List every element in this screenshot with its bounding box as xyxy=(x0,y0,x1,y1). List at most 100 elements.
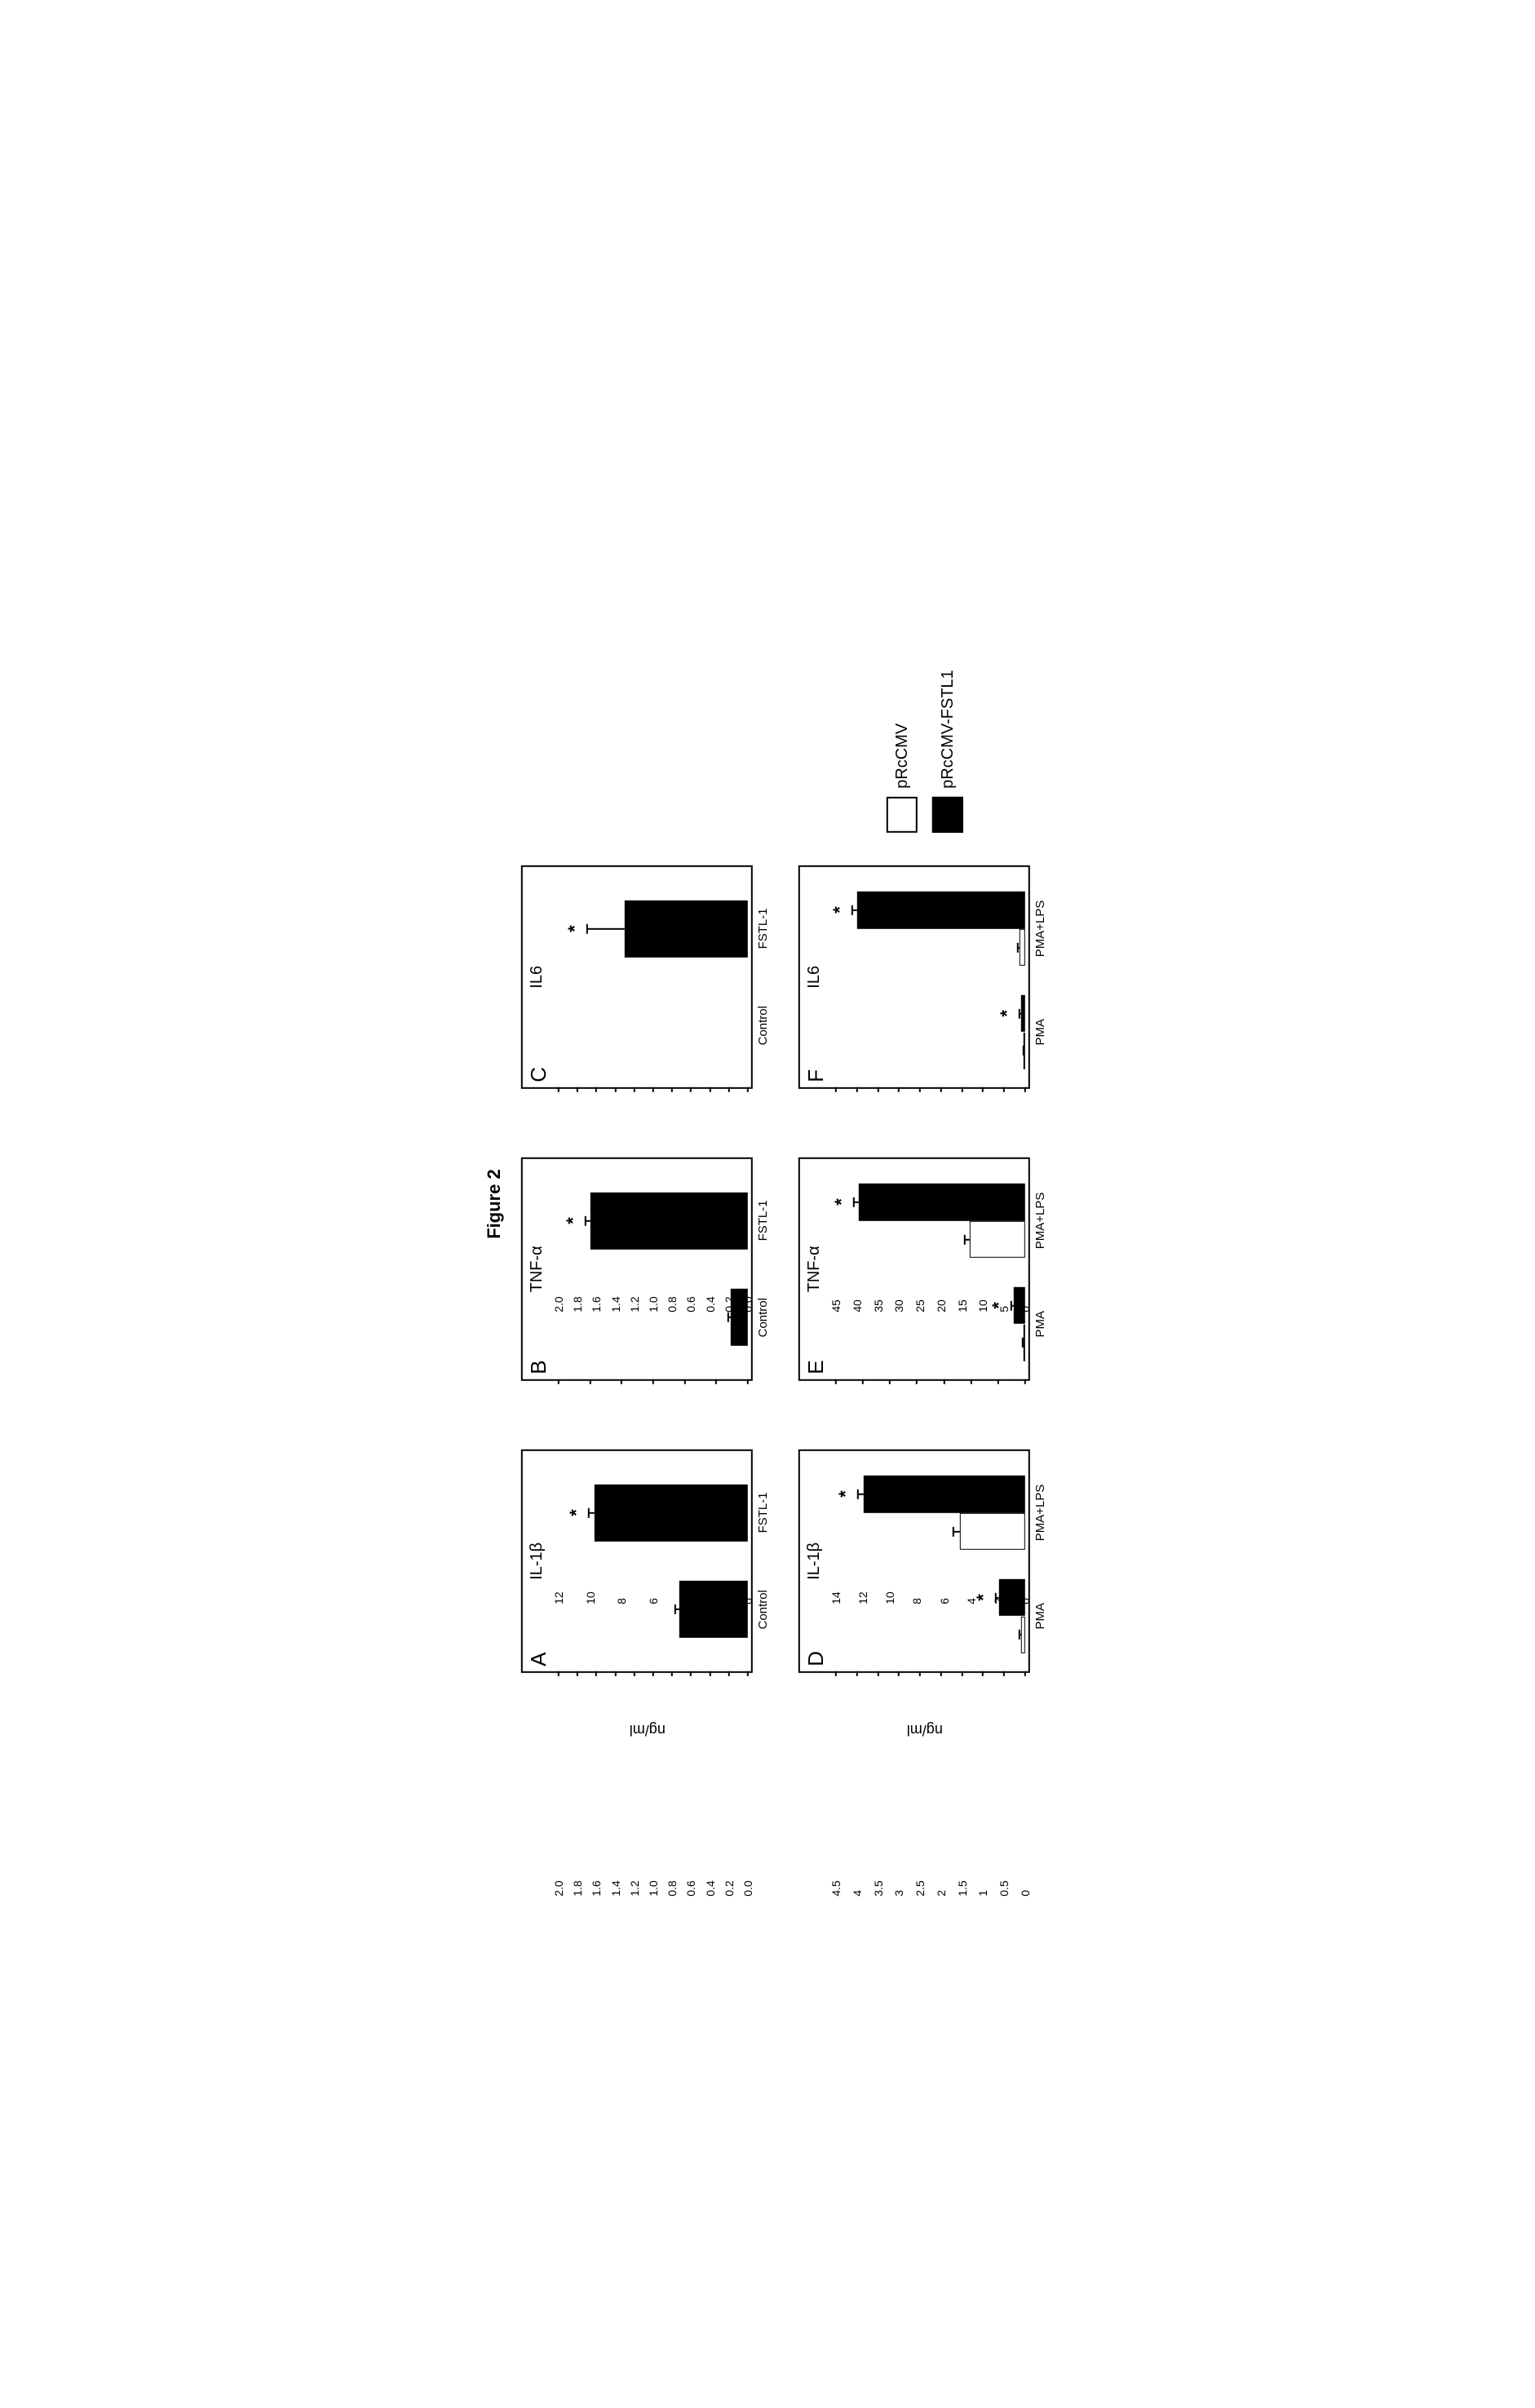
ytick xyxy=(671,1671,673,1676)
ytick xyxy=(998,1379,999,1384)
significance-star: * xyxy=(564,925,586,932)
ytick xyxy=(615,1671,617,1676)
ytick-label: 0.4 xyxy=(704,1678,717,1897)
chart-title: TNF-α xyxy=(805,1246,824,1292)
ytick-label: 0.6 xyxy=(684,1094,697,1312)
panel-letter: B xyxy=(526,1360,551,1374)
legend-label: pRcCMV xyxy=(893,724,912,789)
ytick-label: 0.6 xyxy=(684,1678,697,1897)
ytick xyxy=(878,1087,879,1092)
ytick-label: 2.0 xyxy=(552,1094,565,1312)
ytick-label: 10 xyxy=(584,1386,597,1605)
error-cap xyxy=(953,1526,954,1536)
error-cap xyxy=(852,905,853,914)
error-cap xyxy=(1011,1300,1012,1310)
ytick xyxy=(728,1087,730,1092)
ytick xyxy=(878,1671,879,1676)
ytick-label: 2.0 xyxy=(552,1678,565,1897)
ytick xyxy=(558,1087,560,1092)
chart-box: FIL6**051015202530354045PMAPMA+LPS xyxy=(798,865,1030,1089)
bar xyxy=(625,900,748,957)
ytick xyxy=(940,1087,942,1092)
plot-area: * xyxy=(559,867,748,1087)
ytick xyxy=(595,1087,597,1092)
ytick xyxy=(621,1379,622,1384)
ytick-label: 6 xyxy=(647,1386,660,1605)
ytick xyxy=(715,1379,717,1384)
ytick-label: 5 xyxy=(998,1094,1011,1312)
ytick-label: 1.2 xyxy=(628,1678,641,1897)
xtick-label: FSTL-1 xyxy=(756,1492,770,1533)
ytick xyxy=(558,1379,560,1384)
plot-area: ** xyxy=(836,867,1025,1087)
ytick xyxy=(747,1671,749,1676)
ytick xyxy=(710,1671,711,1676)
ytick-label: 10 xyxy=(883,1386,896,1605)
ytick xyxy=(919,1671,921,1676)
figure-title: Figure 2 xyxy=(484,670,505,1738)
ytick-label: 40 xyxy=(851,1094,864,1312)
legend-swatch xyxy=(887,797,918,833)
bar xyxy=(1020,928,1025,966)
chart-title: TNF-α xyxy=(528,1246,546,1292)
top-charts-container: AIL-1β*0.00.20.40.60.81.01.21.41.61.82.0… xyxy=(521,865,774,1702)
ytick-label: 0.0 xyxy=(741,1094,754,1312)
ytick xyxy=(982,1087,984,1092)
chart-title: IL-1β xyxy=(528,1543,546,1580)
significance-star: * xyxy=(997,1010,1018,1017)
xtick-label: Control xyxy=(756,1590,770,1629)
panel-letter: C xyxy=(526,1067,551,1082)
error-cap xyxy=(585,1215,586,1225)
xtick-label: Control xyxy=(756,1298,770,1337)
chart-box: CIL6*0.00.20.40.60.81.01.21.41.61.82.0Co… xyxy=(521,865,753,1089)
panel-letter: D xyxy=(803,1651,829,1667)
ytick-label: 1.0 xyxy=(647,1678,660,1897)
legend-item: pRcCMV-FSTL1 xyxy=(932,670,963,833)
ytick-label: 4 xyxy=(965,1386,978,1605)
ytick-label: 0 xyxy=(1019,1678,1032,1897)
ytick-label: 0.8 xyxy=(666,1678,679,1897)
chart-title: IL-1β xyxy=(805,1543,824,1580)
ytick-label: 45 xyxy=(829,1094,843,1312)
ytick-label: 25 xyxy=(913,1094,927,1312)
ytick-label: 0.0 xyxy=(741,1678,754,1897)
ytick xyxy=(710,1087,711,1092)
ytick-label: 0.8 xyxy=(666,1094,679,1312)
chart-grid: ng/ml AIL-1β*0.00.20.40.60.81.01.21.41.6… xyxy=(521,670,1051,1738)
ytick xyxy=(558,1671,560,1676)
ytick xyxy=(856,1087,858,1092)
chart-title: IL6 xyxy=(805,966,824,989)
ytick-label: 4 xyxy=(851,1678,864,1897)
ytick-label: 4.5 xyxy=(829,1678,843,1897)
ytick xyxy=(652,1671,654,1676)
error-cap xyxy=(675,1605,676,1614)
error-cap xyxy=(728,1312,729,1322)
ytick xyxy=(982,1671,984,1676)
ytick-label: 3.5 xyxy=(872,1678,885,1897)
ytick xyxy=(1024,1379,1026,1384)
ytick-label: 1.8 xyxy=(571,1678,584,1897)
ytick-label: 15 xyxy=(956,1094,969,1312)
error-cap xyxy=(1019,1008,1020,1018)
error-bar xyxy=(852,909,857,910)
ytick xyxy=(962,1671,963,1676)
ytick-label: 0.2 xyxy=(723,1678,736,1897)
ytick xyxy=(962,1087,963,1092)
ytick xyxy=(944,1379,945,1384)
bottom-row: ng/ml DIL-1β**00.511.522.533.544.5PMAPMA… xyxy=(798,670,1051,1738)
xtick-label: PMA xyxy=(1033,1019,1047,1046)
ytick xyxy=(1003,1087,1005,1092)
ytick-label: 1.4 xyxy=(609,1094,622,1312)
ytick-label: 12 xyxy=(552,1386,565,1605)
ytick-label: 0 xyxy=(741,1386,754,1605)
figure-wrapper: Figure 2 ng/ml AIL-1β*0.00.20.40.60.81.0… xyxy=(484,670,1051,1738)
ytick-label: 2.5 xyxy=(913,1678,927,1897)
xtick-label: PMA+LPS xyxy=(1033,901,1047,958)
ytick-label: 0 xyxy=(1019,1094,1032,1312)
error-cap xyxy=(1023,1046,1024,1056)
ytick xyxy=(577,1671,578,1676)
ytick xyxy=(835,1379,837,1384)
ytick xyxy=(835,1671,837,1676)
ytick xyxy=(898,1671,900,1676)
ytick-label: 12 xyxy=(856,1386,869,1605)
